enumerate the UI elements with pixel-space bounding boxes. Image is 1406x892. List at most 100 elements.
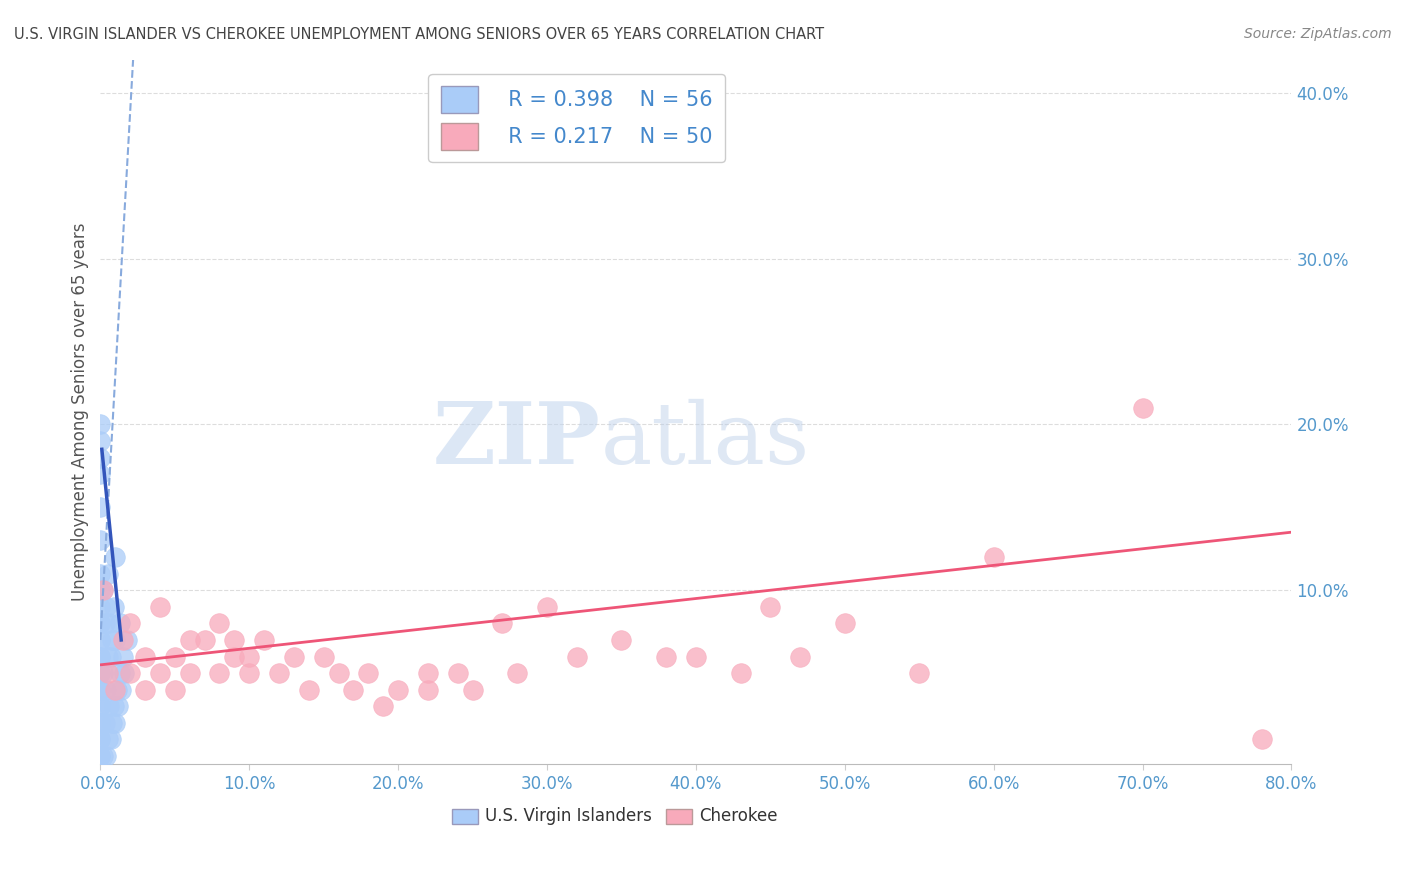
Point <box>89 699 111 714</box>
Point <box>89 434 111 448</box>
Point <box>1250 732 1272 747</box>
Point <box>328 666 350 681</box>
Point <box>89 682 111 697</box>
Y-axis label: Unemployment Among Seniors over 65 years: Unemployment Among Seniors over 65 years <box>72 223 89 601</box>
Point <box>103 599 125 614</box>
Point <box>89 583 111 598</box>
Point <box>89 599 111 614</box>
Text: U.S. Virgin Islanders: U.S. Virgin Islanders <box>485 806 652 825</box>
Point <box>89 649 111 664</box>
Point <box>357 666 380 681</box>
Point <box>104 715 127 730</box>
Point <box>100 732 122 747</box>
Point <box>89 715 111 730</box>
Point <box>730 666 752 681</box>
Point <box>163 682 186 697</box>
Point <box>91 583 114 598</box>
Point <box>238 666 260 681</box>
Point <box>208 616 231 631</box>
Point <box>105 682 128 697</box>
Point <box>253 632 276 647</box>
Point <box>224 649 246 664</box>
Point <box>759 599 782 614</box>
Text: ZIP: ZIP <box>433 398 600 483</box>
Point <box>91 583 114 598</box>
Point <box>104 550 127 565</box>
Point <box>89 632 111 647</box>
Point <box>89 649 111 664</box>
Point <box>89 616 111 631</box>
Point <box>108 616 131 631</box>
Point <box>89 732 111 747</box>
Point <box>107 699 129 714</box>
Point <box>101 715 124 730</box>
Point <box>179 666 201 681</box>
Point <box>416 666 439 681</box>
Point <box>96 749 118 764</box>
Text: Cherokee: Cherokee <box>699 806 778 825</box>
Point <box>89 749 111 764</box>
Point <box>89 616 111 631</box>
Point <box>298 682 321 697</box>
Point <box>149 666 172 681</box>
Point <box>104 682 127 697</box>
Point <box>89 566 111 581</box>
Point <box>98 616 121 631</box>
Point <box>89 699 111 714</box>
Point <box>134 682 156 697</box>
Point <box>89 632 111 647</box>
Point <box>685 649 707 664</box>
Point <box>120 616 142 631</box>
Point <box>111 649 134 664</box>
Point <box>224 632 246 647</box>
Point <box>89 467 111 482</box>
Point <box>104 632 127 647</box>
Point <box>100 649 122 664</box>
Point <box>342 682 364 697</box>
Point <box>97 649 120 664</box>
Text: U.S. VIRGIN ISLANDER VS CHEROKEE UNEMPLOYMENT AMONG SENIORS OVER 65 YEARS CORREL: U.S. VIRGIN ISLANDER VS CHEROKEE UNEMPLO… <box>14 27 824 42</box>
Point <box>112 666 135 681</box>
Point <box>91 749 114 764</box>
Point <box>96 599 118 614</box>
Point <box>111 632 134 647</box>
Point <box>94 616 117 631</box>
Point <box>610 632 633 647</box>
Point <box>94 715 117 730</box>
Point <box>179 632 201 647</box>
FancyBboxPatch shape <box>451 809 478 824</box>
Point <box>983 550 1005 565</box>
Text: atlas: atlas <box>600 399 810 482</box>
Legend:   R = 0.398    N = 56,   R = 0.217    N = 50: R = 0.398 N = 56, R = 0.217 N = 50 <box>429 73 725 162</box>
Point <box>387 682 409 697</box>
Point <box>108 666 131 681</box>
Point <box>789 649 811 664</box>
Point <box>89 682 111 697</box>
Point <box>655 649 678 664</box>
Point <box>103 699 125 714</box>
Point <box>120 666 142 681</box>
Point <box>89 450 111 465</box>
Point <box>97 666 120 681</box>
Point <box>96 682 118 697</box>
Point <box>447 666 470 681</box>
Point <box>115 632 138 647</box>
Point <box>267 666 290 681</box>
Point <box>110 682 132 697</box>
FancyBboxPatch shape <box>666 809 692 824</box>
Point <box>134 649 156 664</box>
Point <box>283 649 305 664</box>
Point <box>89 666 111 681</box>
Point <box>98 699 121 714</box>
Point <box>89 417 111 432</box>
Point <box>89 732 111 747</box>
Point <box>208 666 231 681</box>
Point <box>1132 401 1154 415</box>
Point <box>194 632 217 647</box>
Point <box>506 666 529 681</box>
Point <box>89 715 111 730</box>
Point <box>491 616 513 631</box>
Point <box>416 682 439 697</box>
Point <box>461 682 484 697</box>
Point <box>312 649 335 664</box>
